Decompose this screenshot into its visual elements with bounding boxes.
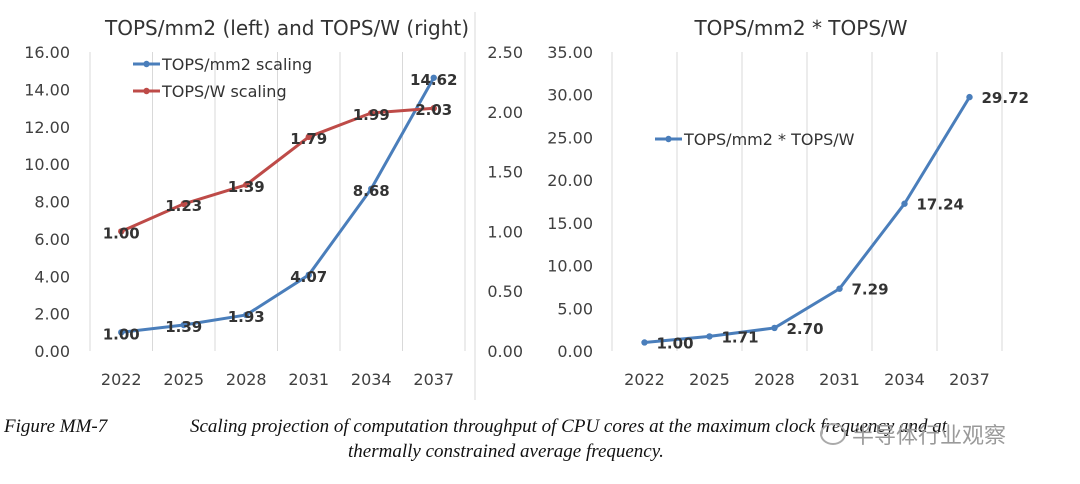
chart2-x-tick: 2025 [689,370,730,389]
figure-charts: TOPS/mm2 (left) and TOPS/W (right) 0.00 2.… [24,12,1029,400]
chart1-point [368,185,375,192]
chart2-x-tick: 2034 [884,370,925,389]
chart2-legend-label: TOPS/mm2 * TOPS/W [683,130,855,149]
chart1-x-tick: 2022 [101,370,142,389]
chart1-series-line [120,106,434,233]
chart1-data-label: 4.07 [290,268,327,286]
chart1-legend-label: TOPS/mm2 scaling [161,55,312,74]
chart2-point [966,93,973,101]
chart2-data-label: 7.29 [852,281,889,299]
chart1-x-tick: 2034 [351,370,392,389]
caption-line-2: thermally constrained average frequency. [348,441,664,462]
chart1-data-label: 8.68 [353,182,390,200]
chart1-point [305,271,312,279]
chart1-y-left-tick: 16.00 [24,43,70,62]
chart2-point [641,339,648,346]
chart1-data-label: 1.79 [290,130,327,148]
chart2-y-tick: 20.00 [547,171,593,190]
chart1-series-line [121,77,436,334]
chart1-y-right-tick: 2.00 [487,103,523,122]
chart1-y-right-tick: 0.00 [487,342,523,361]
watermark-text: 半导体行业观察 [852,424,1007,449]
chart2-x-tick: 2037 [949,370,990,389]
chart1-y-left-tick: 4.00 [34,267,70,286]
wechat-icon [820,423,846,445]
chart2-x-tick: 2028 [754,370,795,389]
chart1-legend-marker [143,87,150,95]
chart2-y-tick: 35.00 [547,43,593,62]
chart1-x-tick: 2031 [288,370,329,389]
chart2-title: TOPS/mm2 * TOPS/W [693,16,907,40]
chart1-y-left-tick: 14.00 [24,80,70,99]
chart2-y-tick: 5.00 [557,299,593,318]
chart1-point [368,109,375,117]
chart2-legend-marker [665,135,672,143]
chart2-data-label: 2.70 [787,320,824,338]
chart1-y-right-tick: 0.50 [487,282,523,301]
chart1-y-left-tick: 10.00 [24,155,70,174]
watermark: 半导体行业观察 [820,418,1006,450]
chart1-y-right-tick: 1.50 [487,163,523,182]
chart2-series-line [644,96,971,344]
chart1-y-right-tick: 1.00 [487,222,523,241]
chart1-x-tick: 2025 [163,370,204,389]
chart1-data-label: 1.23 [165,197,202,215]
chart1-data-label: 1.00 [103,325,140,343]
chart1-point [430,105,437,112]
chart2-y-tick: 30.00 [547,86,593,105]
chart2-y-tick: 10.00 [547,257,593,276]
chart1-point [180,321,187,329]
chart2-data-label: 17.24 [917,196,964,214]
chart1-x-tick: 2037 [413,370,454,389]
caption-line-1: Scaling projection of computation throug… [190,416,948,437]
chart2-point [771,324,778,332]
chart2-point [836,285,843,292]
chart1-data-label: 1.39 [165,318,202,336]
chart1-point [118,329,125,336]
chart1-y-left-tick: 2.00 [34,305,70,324]
chart1-y-left-tick: 6.00 [34,230,70,249]
chart1-y-left-tick: 8.00 [34,193,70,212]
chart1-y-left-tick: 0.00 [34,342,70,361]
chart1-x-tick: 2028 [226,370,267,389]
chart1-data-label: 2.03 [415,101,452,119]
chart1-data-label: 1.93 [228,308,265,326]
figure-label: Figure MM-7 [4,416,108,437]
chart2-y-tick: 25.00 [547,128,593,147]
chart1-title: TOPS/mm2 (left) and TOPS/W (right) [104,16,469,40]
chart1-legend-label: TOPS/W scaling [161,82,287,101]
chart2-x-tick: 2022 [624,370,665,389]
chart2-data-label: 29.72 [982,89,1029,107]
chart2-point [706,333,713,340]
chart2-x-tick: 2031 [819,370,860,389]
chart1-point [305,133,312,141]
chart2-y-tick: 0.00 [557,342,593,361]
chart1-point [430,74,437,81]
chart1-data-label: 1.99 [353,106,390,124]
chart2-point [901,200,908,207]
chart1-point [180,200,187,208]
chart1-y-left-tick: 12.00 [24,118,70,137]
chart1-data-label: 14.62 [410,71,457,89]
chart1-data-label: 1.00 [103,224,140,242]
chart1-point [243,181,250,188]
chart2-data-label: 1.00 [657,334,694,352]
chart2-y-tick: 15.00 [547,214,593,233]
chart1-legend-marker [143,60,150,68]
chart1-data-label: 1.39 [228,178,265,196]
chart1-y-right-tick: 2.50 [487,43,523,62]
chart2-data-label: 1.71 [722,328,759,346]
chart1-point [243,311,250,319]
chart1-point [118,228,125,235]
